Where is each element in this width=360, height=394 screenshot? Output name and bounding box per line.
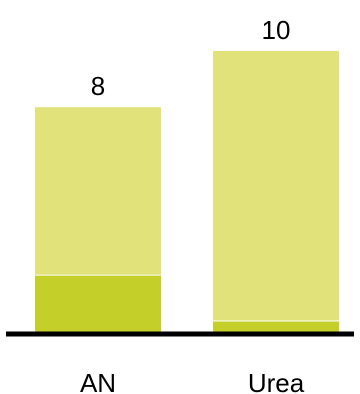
bars-group <box>35 51 339 332</box>
total-label-urea: 10 <box>262 15 291 45</box>
bar-segment-an-upper <box>35 107 161 275</box>
total-label-an: 8 <box>91 71 105 101</box>
total-labels-group: 8 10 <box>91 15 291 101</box>
bar-segment-urea-upper <box>213 51 339 321</box>
x-tick-label-urea: Urea <box>248 368 305 394</box>
x-tick-label-an: AN <box>80 368 116 394</box>
bar-segment-urea-lower <box>213 320 339 332</box>
x-tick-labels-group: AN Urea <box>80 368 305 394</box>
bar-segment-an-lower <box>35 274 161 332</box>
